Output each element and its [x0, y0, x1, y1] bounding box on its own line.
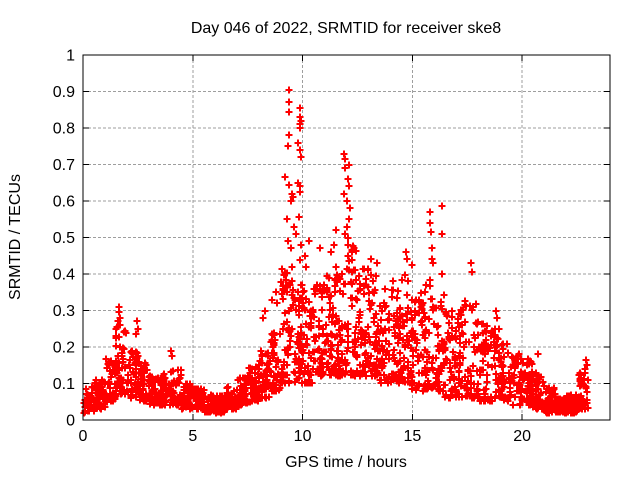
y-axis-label: SRMTID / TECUs	[7, 174, 24, 300]
x-axis-label: GPS time / hours	[285, 454, 407, 471]
tick-labels: 0 5 10 15 20 0 0.1 0.2 0.3 0.4 0.5 0.6 0.7 0.8 0.9 1	[53, 48, 531, 446]
x-tick-label: 20	[513, 428, 531, 445]
y-tick-label: 1	[66, 48, 75, 65]
y-tick-label: 0.9	[53, 84, 75, 101]
y-tick-label: 0	[66, 413, 75, 430]
y-tick-label: 0.8	[53, 121, 75, 138]
y-tick-label: 0.3	[53, 303, 75, 320]
y-tick-label: 0.6	[53, 194, 75, 211]
y-tick-label: 0.4	[53, 267, 75, 284]
y-tick-label: 0.7	[53, 157, 75, 174]
y-tick-label: 0.5	[53, 230, 75, 247]
grid-lines	[83, 55, 610, 420]
y-tick-label: 0.2	[53, 340, 75, 357]
scatter-points	[80, 86, 592, 417]
chart-title: Day 046 of 2022, SRMTID for receiver ske…	[191, 20, 501, 37]
x-tick-label: 10	[294, 428, 312, 445]
x-tick-label: 15	[403, 428, 421, 445]
x-tick-label: 5	[188, 428, 197, 445]
scatter-layer	[80, 86, 592, 417]
x-tick-label: 0	[79, 428, 88, 445]
y-tick-label: 0.1	[53, 376, 75, 393]
plot-frame	[82, 54, 611, 421]
